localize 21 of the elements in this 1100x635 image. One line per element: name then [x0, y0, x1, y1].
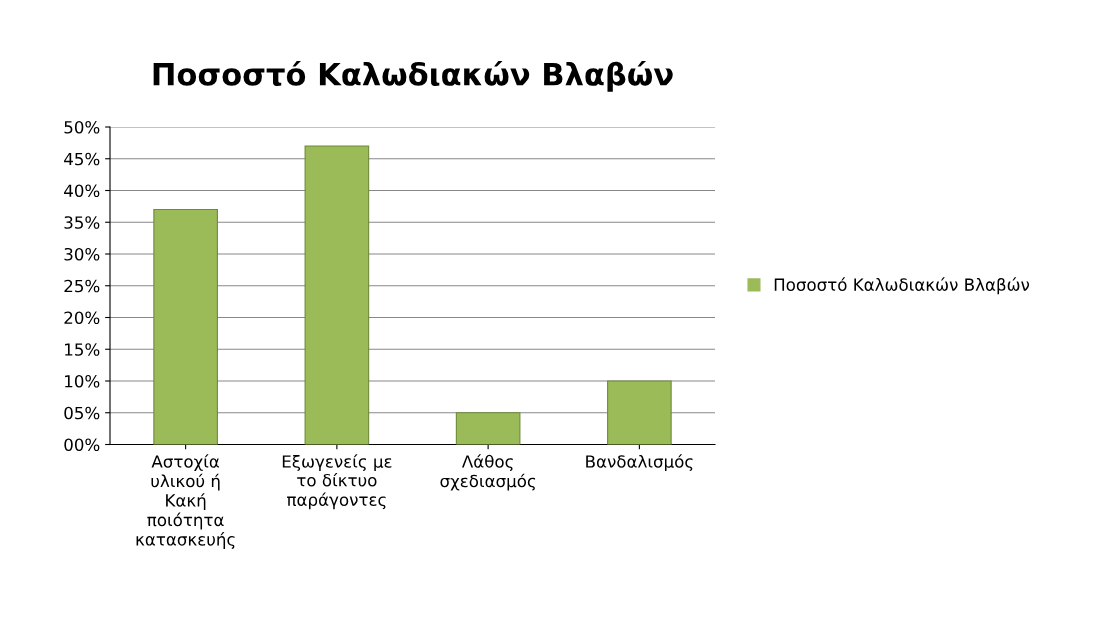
x-tick-label: Εξωγενείς με το δίκτυο παράγοντες: [282, 454, 392, 510]
y-tick-label: 25%: [64, 279, 100, 293]
y-tick-label: 00%: [64, 438, 100, 452]
y-tick-label: 30%: [64, 247, 100, 261]
y-tick-label: 40%: [64, 184, 100, 198]
legend-label: Ποσοστό Καλωδιακών Βλαβών: [774, 277, 1030, 295]
x-tick-label: Αστοχία υλικού ή Κακή ποιότητα κατασκευής: [136, 454, 235, 549]
chart-title: Ποσοστό Καλωδιακών Βλαβών: [153, 60, 673, 92]
y-tick-label: 05%: [64, 406, 100, 420]
x-tick-label: Βανδαλισμός: [586, 454, 693, 472]
y-tick-label: 20%: [64, 311, 100, 325]
bar: [304, 145, 370, 445]
bar: [153, 208, 218, 445]
y-tick-label: 35%: [64, 216, 100, 229]
bar: [607, 380, 672, 445]
y-tick-label: 15%: [65, 343, 100, 356]
y-tick-label: 45%: [64, 152, 100, 166]
bar: [455, 412, 521, 445]
x-tick-label: Λάθος σχεδιασμός: [440, 454, 536, 491]
y-tick-label: 50%: [64, 120, 100, 134]
y-tick-label: 10%: [65, 374, 100, 388]
